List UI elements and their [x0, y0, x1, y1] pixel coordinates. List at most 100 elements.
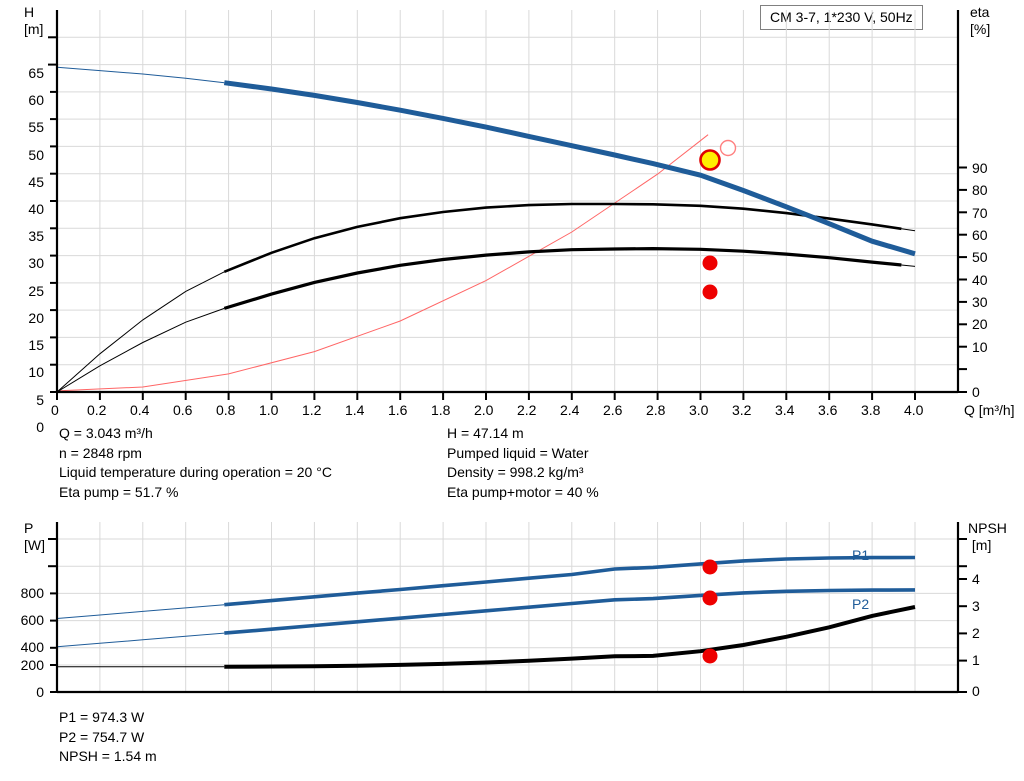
eta-pump-motor-curve: [223, 246, 902, 310]
p1-curve: [224, 555, 916, 607]
bottom-y2-tick-1: 1: [972, 652, 980, 668]
top-x-tick-36: 3.6: [818, 402, 838, 418]
top-x-tick-26: 2.6: [603, 402, 623, 418]
top-chart-right-ticks: [958, 166, 967, 393]
top-chart-left-ticks: [48, 36, 57, 393]
top-x-tick-06: 0.6: [173, 402, 193, 418]
eta-pump-curve-thin: [56, 271, 225, 393]
bottom-y-tick-800: 800: [20, 585, 44, 601]
top-y2-tick-70: 70: [972, 205, 988, 221]
duty-info-n: n = 2848 rpm: [59, 444, 142, 461]
top-y2-tick-40: 40: [972, 272, 988, 288]
power-info-npsh: NPSH = 1.54 m: [59, 748, 157, 764]
p2-duty-point-marker: [702, 590, 718, 606]
top-chart-svg: [48, 10, 967, 400]
duty-info-density: Density = 998.2 kg/m³: [447, 464, 584, 480]
top-x-tick-40: 4.0: [904, 402, 924, 418]
top-y-tick-45: 45: [28, 174, 44, 190]
p2-curve-thin: [56, 632, 225, 648]
top-y-tick-30: 30: [28, 255, 44, 271]
top-y2-tick-60: 60: [972, 227, 988, 243]
npsh-duty-point-marker: [702, 648, 718, 664]
duty-info-temp: Liquid temperature during operation = 20…: [59, 464, 332, 480]
top-y-tick-10: 10: [28, 364, 44, 380]
top-y-tick-60: 60: [28, 92, 44, 108]
top-chart-x-title: Q [m³/h]: [964, 402, 1015, 418]
bottom-y2-tick-4: 4: [972, 571, 980, 587]
model-legend-box: CM 3-7, 1*230 V, 50Hz: [760, 5, 923, 30]
top-y2-tick-0: 0: [972, 384, 980, 400]
top-y-tick-25: 25: [28, 283, 44, 299]
top-x-tick-34: 3.4: [775, 402, 795, 418]
top-y-tick-35: 35: [28, 228, 44, 244]
top-x-tick-02: 0.2: [87, 402, 107, 418]
bottom-y2-tick-3: 3: [972, 598, 980, 614]
top-chart-gridlines: [56, 10, 958, 392]
eta-pump-point-marker: [702, 255, 718, 271]
bottom-chart-right-ticks: [958, 538, 967, 693]
bottom-chart-left-ticks: [48, 538, 57, 693]
top-y2-tick-80: 80: [972, 182, 988, 198]
eta-pump-motor-curve-thin: [56, 307, 225, 393]
top-chart-y-left-title: H [m]: [24, 4, 44, 37]
top-y-tick-65: 65: [28, 65, 44, 81]
duty-point-alt-marker: [719, 139, 737, 157]
duty-info-liquid: Pumped liquid = Water: [447, 444, 589, 461]
head-curve: [223, 80, 916, 257]
top-y2-tick-50: 50: [972, 249, 988, 265]
top-y2-tick-30: 30: [972, 294, 988, 310]
bottom-chart-gridlines: [56, 522, 958, 692]
duty-info-h: H = 47.14 m: [447, 425, 524, 441]
bottom-y-tick-0: 0: [36, 684, 44, 700]
eta-pump-motor-curve-tail: [901, 264, 916, 267]
top-x-tick-16: 1.6: [388, 402, 408, 418]
duty-info-q: Q = 3.043 m³/h: [59, 425, 153, 441]
top-chart-x-ticks: [56, 392, 916, 400]
top-chart-y-right-title: eta [%]: [970, 4, 991, 37]
top-y-tick-0: 0: [36, 419, 44, 435]
top-x-tick-38: 3.8: [861, 402, 881, 418]
bottom-y2-tick-0: 0: [972, 683, 980, 699]
bottom-y2-tick-2: 2: [972, 625, 980, 641]
top-x-tick-10: 1.0: [259, 402, 279, 418]
npsh-curve: [224, 605, 916, 669]
p1-duty-point-marker: [702, 559, 718, 575]
top-x-tick-08: 0.8: [216, 402, 236, 418]
power-info-p1: P1 = 974.3 W: [59, 709, 145, 725]
bottom-y-tick-200: 200: [20, 657, 44, 673]
bottom-y-tick-400: 400: [20, 639, 44, 655]
top-y-tick-20: 20: [28, 310, 44, 326]
top-y-tick-15: 15: [28, 337, 44, 353]
top-x-tick-22: 2.2: [517, 402, 537, 418]
bottom-y-tick-600: 600: [20, 612, 44, 628]
top-y-tick-40: 40: [28, 201, 44, 217]
head-curve-thin: [56, 66, 225, 84]
top-x-tick-24: 2.4: [560, 402, 580, 418]
p2-curve-label: P2: [852, 596, 870, 612]
top-x-tick-12: 1.2: [302, 402, 322, 418]
bottom-chart-svg: [48, 522, 967, 694]
power-info-p2: P2 = 754.7 W: [59, 728, 145, 745]
power-info-block: P1 = 974.3 W P2 = 754.7 W NPSH = 1.54 m: [59, 708, 157, 767]
bottom-chart-y-left-title: P [W]: [24, 520, 45, 553]
eta-pump-curve-tail: [901, 228, 916, 232]
p1-curve-label: P1: [852, 547, 870, 563]
top-x-tick-30: 3.0: [689, 402, 709, 418]
duty-info-eta-pump: Eta pump = 51.7 %: [59, 483, 179, 500]
duty-point-marker: [699, 149, 721, 171]
bottom-chart-y-right-title: NPSH [m]: [968, 520, 1007, 553]
p2-curve: [224, 588, 916, 635]
top-x-tick-04: 0.4: [130, 402, 150, 418]
top-y-tick-55: 55: [28, 119, 44, 135]
top-y2-tick-10: 10: [972, 339, 988, 355]
system-curve: [56, 134, 709, 392]
duty-info-left: Q = 3.043 m³/h n = 2848 rpm Liquid tempe…: [59, 424, 332, 502]
top-x-tick-20: 2.0: [474, 402, 494, 418]
duty-info-eta-pump-motor: Eta pump+motor = 40 %: [447, 483, 599, 500]
p1-curve-thin: [56, 604, 225, 619]
top-y2-tick-20: 20: [972, 316, 988, 332]
top-x-tick-18: 1.8: [431, 402, 451, 418]
top-x-tick-14: 1.4: [345, 402, 365, 418]
duty-info-right: H = 47.14 m Pumped liquid = Water Densit…: [447, 424, 599, 502]
